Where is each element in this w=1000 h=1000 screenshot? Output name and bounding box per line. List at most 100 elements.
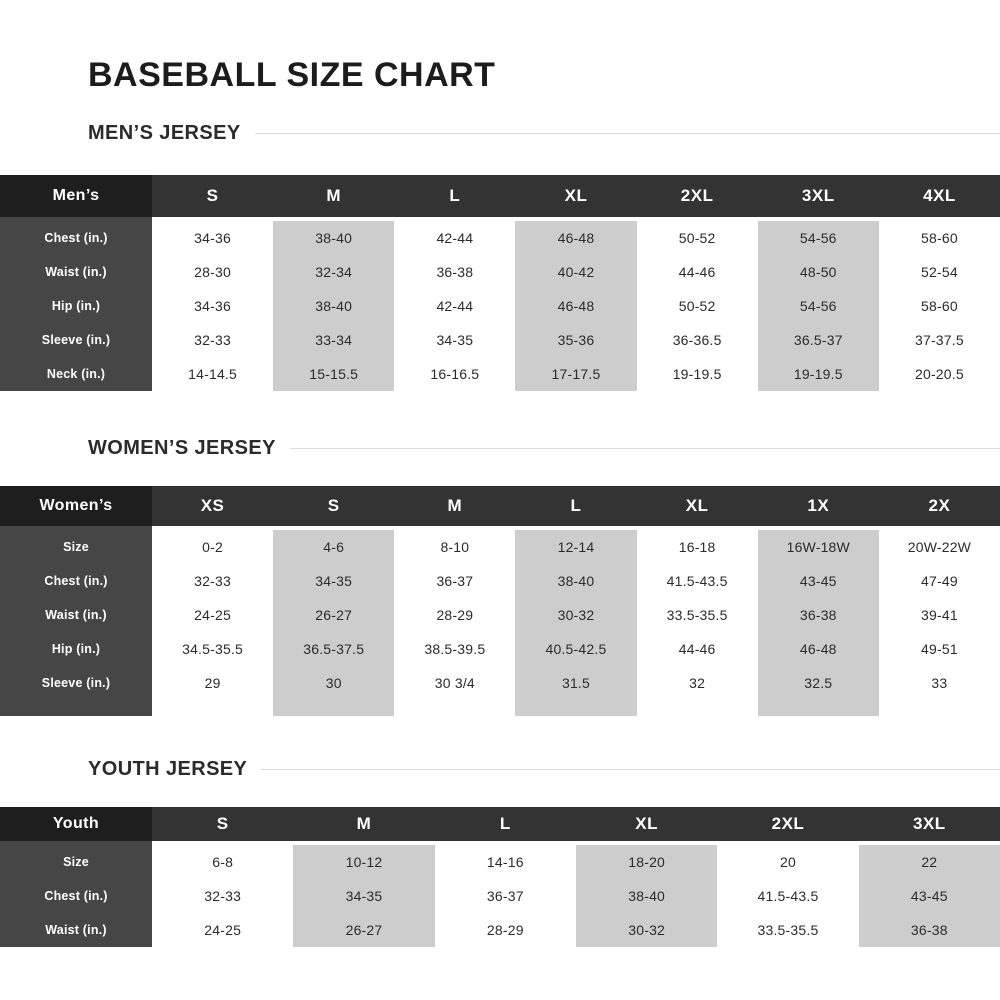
size-value-cell: 39-41 (921, 606, 958, 623)
size-column: 2XL 20 41.5-43.5 33.5-35.5 (717, 806, 859, 947)
size-value-cell: 33.5-35.5 (666, 606, 728, 623)
size-column-body: 0-2 32-33 24-25 34.5-35.5 29 (152, 529, 274, 716)
size-column-header: 3XL (858, 806, 1000, 841)
size-column: 1X 16W-18W 43-45 36-38 46-48 32.5 (757, 485, 879, 716)
row-label: Chest (in.) (44, 230, 108, 245)
size-column: XL 46-48 40-42 46-48 35-36 17-17.5 (515, 174, 637, 391)
size-value-cell: 30-32 (557, 606, 595, 623)
size-value-cell: 6-8 (212, 853, 234, 870)
size-column-body: 46-48 40-42 46-48 35-36 17-17.5 (515, 220, 637, 391)
heading-divider (254, 132, 1000, 134)
size-value-cell: 34-35 (315, 572, 353, 589)
section-heading-text: WOMEN’S JERSEY (88, 436, 276, 459)
size-value-cell: 48-50 (799, 263, 837, 280)
size-value-cell: 54-56 (799, 229, 837, 246)
size-column-body: 50-52 44-46 50-52 36-36.5 19-19.5 (636, 220, 758, 391)
size-column: M 38-40 32-34 38-40 33-34 15-15.5 (273, 174, 395, 391)
size-value-cell: 58-60 (921, 297, 958, 314)
row-label: Sleeve (in.) (41, 332, 111, 347)
size-value-cell: 34-36 (194, 297, 231, 314)
size-value-cell: 37-37.5 (914, 331, 964, 348)
size-value-cell: 20 (779, 853, 796, 870)
size-value-cell: 40-42 (557, 263, 595, 280)
row-label: Size (63, 539, 89, 554)
size-value-cell: 32-33 (204, 887, 242, 904)
size-column-header: 2XL (717, 806, 859, 841)
section-heading-text: YOUTH JERSEY (88, 757, 248, 780)
size-column: 3XL 54-56 48-50 54-56 36.5-37 19-19.5 (757, 174, 879, 391)
row-label: Waist (in.) (45, 607, 107, 622)
size-value-cell: 32-33 (194, 572, 231, 589)
row-label: Waist (in.) (45, 264, 107, 279)
size-value-cell: 33.5-35.5 (757, 921, 819, 938)
size-column: L 14-16 36-37 28-29 (434, 806, 576, 947)
size-column-body: 42-44 36-38 42-44 34-35 16-16.5 (394, 220, 516, 391)
size-value-cell: 47-49 (921, 572, 958, 589)
size-column-body: 16W-18W 43-45 36-38 46-48 32.5 (757, 529, 879, 716)
size-value-cell: 28-30 (194, 263, 231, 280)
size-column-body: 20 41.5-43.5 33.5-35.5 (717, 844, 859, 947)
size-column: 2X 20W-22W 47-49 39-41 49-51 33 (878, 485, 1000, 716)
size-column-header: M (273, 174, 395, 217)
size-value-cell: 4-6 (323, 538, 345, 555)
size-value-cell: 30 (325, 674, 342, 691)
row-label: Neck (in.) (46, 366, 106, 381)
size-column-header: M (394, 485, 516, 526)
size-value-cell: 20W-22W (907, 538, 972, 555)
table-corner-label: Women’s (0, 485, 152, 526)
size-value-cell: 22 (921, 853, 938, 870)
size-value-cell: 20-20.5 (914, 365, 964, 382)
size-value-cell: 19-19.5 (793, 365, 843, 382)
size-value-cell: 14-16 (486, 853, 524, 870)
size-value-cell: 36-38 (799, 606, 837, 623)
row-label: Hip (in.) (51, 298, 101, 313)
row-label-column: Women’s Size Chest (in.) Waist (in.) Hip (in… (0, 485, 152, 716)
size-column-body: 4-6 34-35 26-27 36.5-37.5 30 (273, 529, 395, 716)
size-value-cell: 38-40 (557, 572, 595, 589)
section-heading-text: MEN’S JERSEY (88, 121, 241, 144)
size-value-cell: 34.5-35.5 (182, 640, 244, 657)
section-womens-jersey: WOMEN’S JERSEY Women’s Size Chest (in.) Wai… (0, 437, 1000, 716)
size-value-cell: 36.5-37.5 (303, 640, 365, 657)
size-value-cell: 30 3/4 (434, 674, 475, 691)
size-column: 3XL 22 43-45 36-38 (858, 806, 1000, 947)
size-value-cell: 0-2 (202, 538, 223, 555)
size-column-body: 10-12 34-35 26-27 (293, 844, 435, 947)
row-label: Sleeve (in.) (41, 675, 111, 690)
size-column: S 4-6 34-35 26-27 36.5-37.5 30 (273, 485, 395, 716)
size-value-cell: 38-40 (315, 229, 353, 246)
size-column-header: 4XL (878, 174, 1000, 217)
row-label-column: Men’s Chest (in.) Waist (in.) Hip (in.) Slee… (0, 174, 152, 391)
table-corner-label: Youth (0, 806, 152, 841)
size-column-header: 2X (878, 485, 1000, 526)
size-value-cell: 18-20 (628, 853, 666, 870)
size-column-header: XS (152, 485, 274, 526)
size-column: S 6-8 32-33 24-25 (152, 806, 294, 947)
size-value-cell: 35-36 (557, 331, 595, 348)
size-column-header: XL (515, 174, 637, 217)
size-value-cell: 38-40 (628, 887, 666, 904)
size-value-cell: 14-14.5 (188, 365, 238, 382)
size-column-header: L (434, 806, 576, 841)
size-value-cell: 41.5-43.5 (757, 887, 819, 904)
section-heading-womens: WOMEN’S JERSEY (88, 437, 1000, 460)
size-value-cell: 19-19.5 (672, 365, 722, 382)
size-value-cell: 36-38 (436, 263, 474, 280)
section-heading-mens: MEN’S JERSEY (88, 122, 1000, 145)
size-column-header: 1X (757, 485, 879, 526)
row-labels: Size Chest (in.) Waist (in.) (0, 840, 152, 947)
size-column-header: S (273, 485, 395, 526)
heading-divider (261, 768, 1000, 770)
size-value-cell: 34-36 (194, 229, 231, 246)
size-value-cell: 36-37 (436, 572, 474, 589)
size-column: M 8-10 36-37 28-29 38.5-39.5 30 3/4 (394, 485, 516, 716)
size-value-cell: 41.5-43.5 (666, 572, 728, 589)
size-column-body: 58-60 52-54 58-60 37-37.5 20-20.5 (878, 220, 1000, 391)
row-label: Chest (in.) (44, 573, 108, 588)
size-column: L 12-14 38-40 30-32 40.5-42.5 31.5 (515, 485, 637, 716)
size-column-header: S (152, 806, 294, 841)
size-value-cell: 43-45 (910, 887, 948, 904)
size-value-cell: 10-12 (345, 853, 383, 870)
page-title: BASEBALL SIZE CHART (88, 56, 496, 94)
row-label: Waist (in.) (45, 922, 107, 937)
